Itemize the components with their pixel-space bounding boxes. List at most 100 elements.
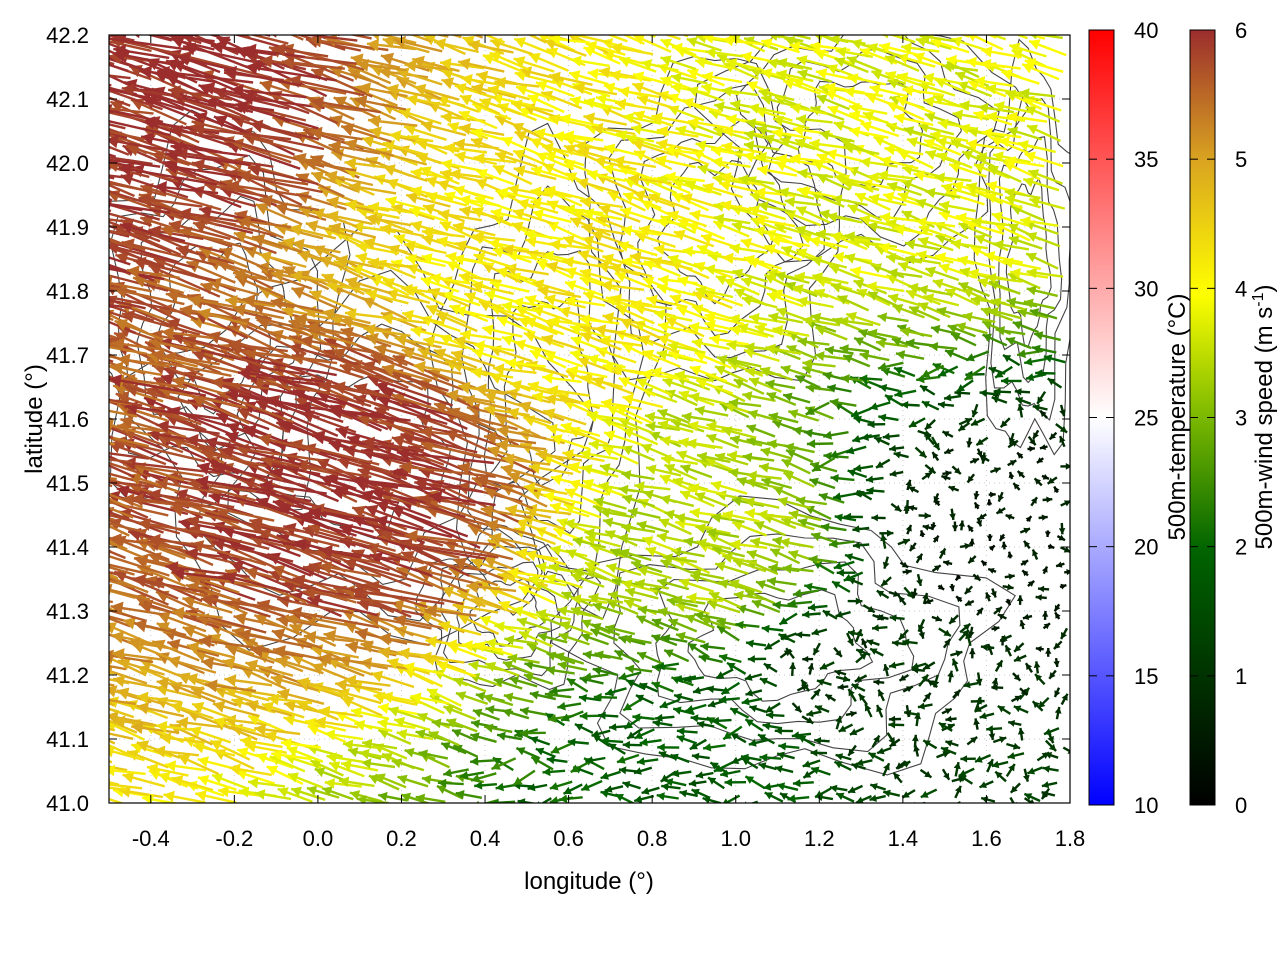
wind-arrowhead (731, 756, 740, 764)
wind-arrowhead (470, 557, 484, 570)
wind-arrowhead (724, 402, 736, 413)
wind-arrowhead (512, 208, 525, 220)
wind-arrowhead (617, 755, 626, 764)
wind-arrowhead (887, 268, 898, 279)
wind-arrowhead (842, 675, 850, 683)
wind-arrowhead (778, 742, 787, 751)
wind-arrowhead (160, 224, 174, 238)
wind-vector (335, 486, 413, 518)
wind-arrowhead (959, 267, 971, 278)
wind-arrowhead (710, 762, 719, 770)
wind-arrowhead (889, 470, 897, 477)
wind-arrowhead (830, 231, 842, 243)
wind-arrowhead (787, 599, 796, 608)
wind-arrowhead (853, 279, 865, 290)
wind-arrowhead (557, 660, 568, 671)
wind-arrowhead (1061, 693, 1068, 701)
wind-arrowhead (414, 477, 428, 491)
wind-arrowhead (927, 680, 935, 687)
wind-arrowhead (889, 614, 897, 622)
wind-arrowhead (454, 335, 467, 348)
wind-arrowhead (995, 771, 1003, 779)
wind-arrowhead (625, 587, 636, 598)
wind-arrowhead (309, 561, 323, 575)
wind-arrowhead (356, 241, 368, 253)
wind-arrowhead (1023, 527, 1031, 534)
wind-arrowhead (357, 598, 370, 612)
wind-vector (178, 520, 257, 537)
wind-arrowhead (646, 294, 658, 306)
wind-arrowhead (894, 389, 903, 398)
wind-arrowhead (329, 405, 343, 419)
wind-arrowhead (988, 568, 995, 574)
wind-arrowhead (809, 236, 821, 247)
wind-arrowhead (770, 548, 781, 558)
wind-arrowhead (238, 367, 251, 381)
wind-arrowhead (618, 672, 628, 681)
wind-arrowhead (606, 562, 617, 574)
wind-arrowhead (563, 786, 572, 795)
wind-arrowhead (544, 294, 556, 306)
wind-vector (204, 511, 287, 535)
wind-vector (109, 780, 120, 786)
wind-arrowhead (343, 557, 358, 571)
wind-arrowhead (837, 683, 844, 691)
wind-arrowhead (117, 353, 131, 367)
wind-arrowhead (1007, 583, 1014, 591)
wind-arrowhead (515, 518, 528, 530)
wind-arrowhead (188, 294, 202, 308)
wind-arrowhead (580, 448, 591, 460)
wind-arrowhead (716, 618, 727, 628)
wind-arrowhead (136, 702, 150, 715)
wind-arrowhead (163, 790, 175, 803)
wind-arrowhead (479, 615, 492, 627)
wind-arrowhead (455, 790, 465, 799)
wind-arrowhead (715, 275, 728, 286)
wind-arrowhead (494, 621, 505, 632)
wind-arrowhead (730, 708, 739, 716)
wind-arrowhead (1010, 268, 1021, 279)
wind-arrowhead (695, 492, 706, 502)
wind-vector (379, 531, 459, 546)
wind-vector (399, 465, 496, 478)
wind-arrowhead (991, 678, 999, 685)
wind-arrowhead (507, 471, 521, 484)
wind-arrowhead (530, 736, 539, 744)
wind-arrowhead (953, 690, 961, 697)
wind-arrowhead (867, 221, 878, 232)
wind-arrowhead (956, 384, 966, 392)
wind-vector (109, 797, 125, 803)
wind-arrowhead (675, 602, 686, 613)
wind-arrowhead (768, 312, 779, 323)
wind-arrowhead (523, 482, 536, 495)
wind-arrowhead (1017, 307, 1028, 318)
wind-arrowhead (870, 783, 878, 791)
wind-arrowhead (200, 593, 214, 607)
wind-arrowhead (93, 486, 107, 498)
wind-arrowhead (843, 573, 853, 582)
wind-arrowhead (706, 685, 714, 694)
wind-arrowhead (285, 613, 299, 627)
wind-arrowhead (557, 701, 566, 711)
wind-arrowhead (1044, 531, 1051, 537)
wind-arrowhead (843, 354, 853, 364)
wind-arrowhead (380, 223, 392, 236)
wind-arrowhead (676, 450, 688, 461)
wind-arrowhead (835, 753, 844, 761)
wind-arrowhead (979, 389, 987, 397)
wind-arrowhead (859, 693, 866, 701)
wind-arrowhead (689, 392, 700, 403)
wind-arrowhead (592, 602, 603, 612)
wind-vector (109, 579, 136, 589)
wind-arrowhead (880, 534, 888, 542)
wind-arrowhead (283, 714, 296, 726)
wind-arrowhead (964, 417, 973, 425)
wind-arrowhead (133, 274, 147, 288)
wind-arrowhead (394, 333, 407, 347)
wind-arrowhead (582, 479, 595, 490)
wind-arrowhead (231, 697, 244, 709)
wind-arrowhead (955, 574, 962, 581)
wind-arrowhead (1008, 472, 1015, 479)
wind-arrowhead (941, 746, 949, 754)
wind-arrowhead (213, 716, 226, 729)
